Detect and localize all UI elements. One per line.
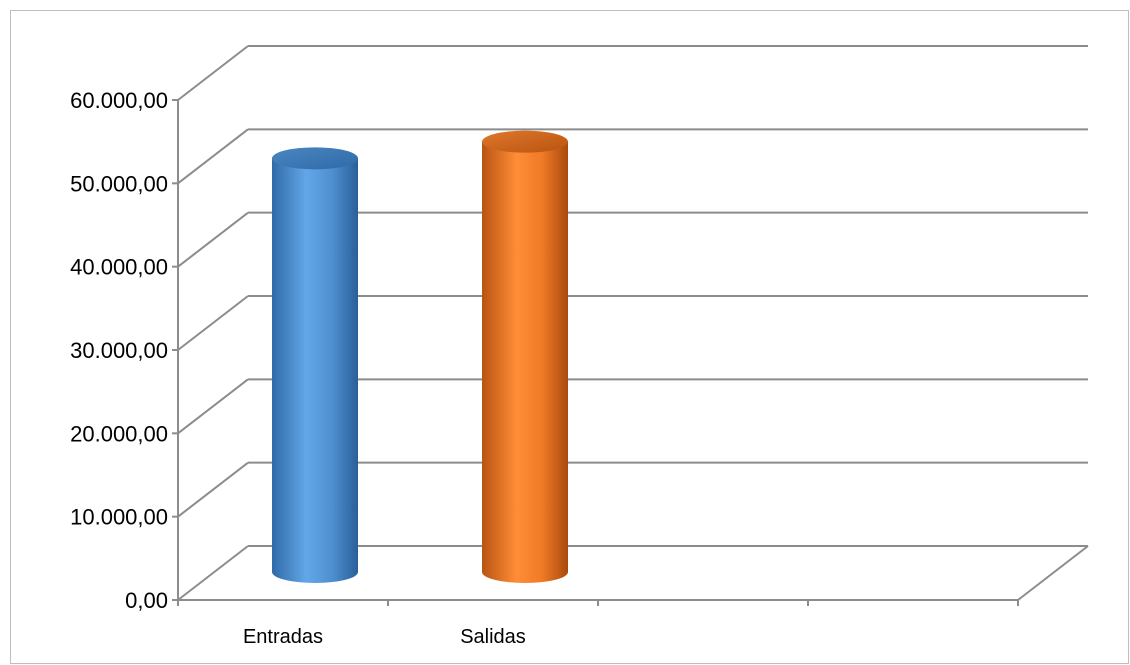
bar-salidas xyxy=(482,130,568,583)
bar-top-1 xyxy=(482,130,568,153)
gridline-wall-0 xyxy=(177,545,249,601)
bar-layer xyxy=(272,130,568,584)
axis-layer xyxy=(172,99,1019,606)
gridline-wall-6 xyxy=(177,45,249,101)
gridline-wall-2 xyxy=(177,378,249,435)
floor-right-edge xyxy=(1017,545,1089,601)
gridline-wall-4 xyxy=(177,211,249,268)
chart-frame xyxy=(10,10,1129,664)
y-tick-label-6: 60.000,00 xyxy=(70,88,168,113)
y-tick-label-0: 0,00 xyxy=(125,588,168,613)
y-tick-label-4: 40.000,00 xyxy=(70,255,168,280)
y-tick-label-1: 10.000,00 xyxy=(70,505,168,530)
y-tick-label-3: 30.000,00 xyxy=(70,338,168,363)
bar-body-0 xyxy=(272,158,358,584)
y-tick-label-5: 50.000,00 xyxy=(70,171,168,196)
bar-top-0 xyxy=(272,147,358,170)
x-tick-label-0: Entradas xyxy=(243,626,323,648)
gridline-wall-3 xyxy=(177,295,249,351)
bar-entradas xyxy=(272,147,358,584)
x-tick-label-1: Salidas xyxy=(460,626,526,648)
grid-layer xyxy=(177,45,1089,601)
bar-body-1 xyxy=(482,141,568,583)
y-tick-label-2: 20.000,00 xyxy=(70,421,168,446)
label-layer: 0,00 10.000,00 20.000,00 30.000,00 40.000,00… xyxy=(70,88,526,648)
gridline-wall-5 xyxy=(177,128,249,185)
gridline-wall-1 xyxy=(177,461,249,518)
